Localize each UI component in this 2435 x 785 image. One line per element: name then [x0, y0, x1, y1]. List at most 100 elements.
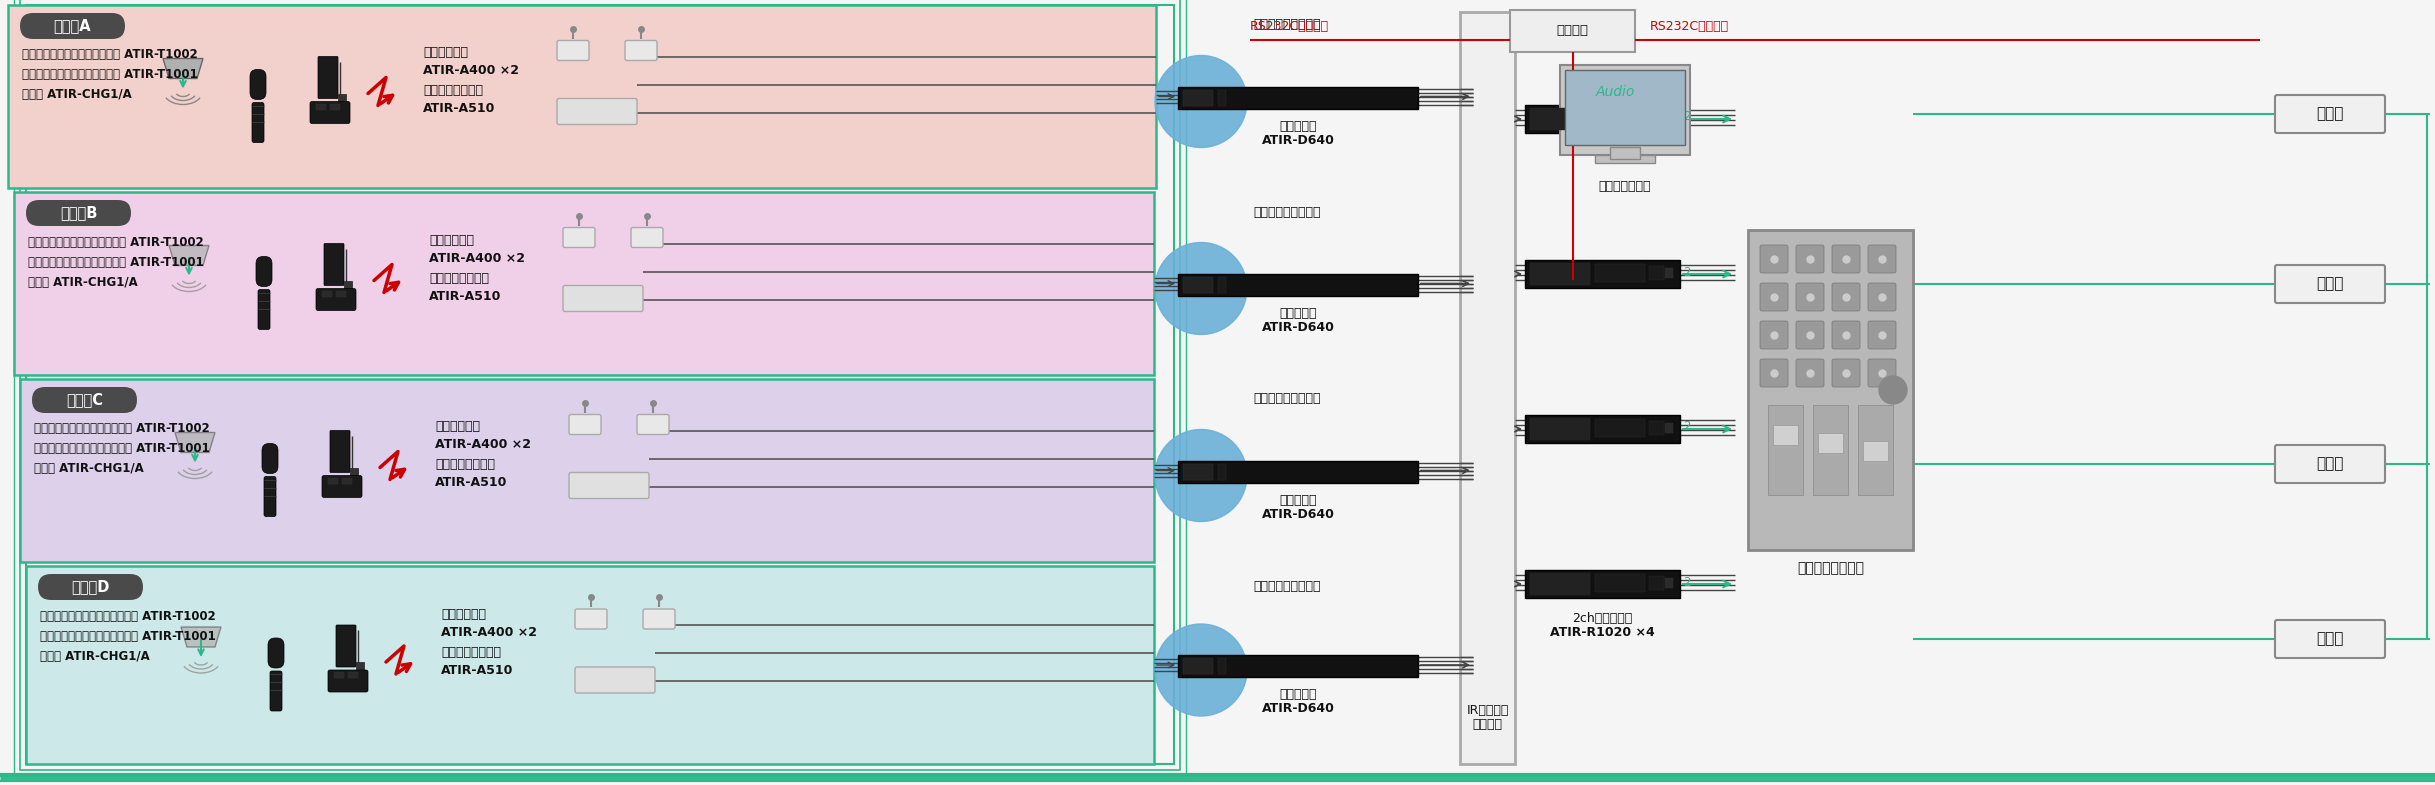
FancyBboxPatch shape: [1831, 283, 1860, 311]
Bar: [1218, 463, 1225, 480]
Bar: [1524, 260, 1680, 288]
Bar: [1218, 89, 1225, 105]
FancyBboxPatch shape: [1868, 245, 1897, 273]
Bar: [1648, 266, 1663, 280]
FancyBboxPatch shape: [558, 41, 589, 60]
Text: ATIR-A510: ATIR-A510: [436, 476, 506, 490]
FancyBboxPatch shape: [1761, 283, 1787, 311]
Text: 制御装置: 制御装置: [1556, 24, 1588, 38]
Bar: [1666, 423, 1673, 433]
Bar: [1666, 578, 1673, 588]
Bar: [1183, 89, 1213, 105]
Polygon shape: [175, 433, 214, 452]
FancyBboxPatch shape: [258, 290, 270, 330]
Text: RS232C制御など: RS232C制御など: [1249, 20, 1330, 34]
Text: ATIR-D640: ATIR-D640: [1261, 508, 1334, 521]
Bar: [317, 104, 326, 109]
Text: 充電器 ATIR-CHG1/A: 充電器 ATIR-CHG1/A: [27, 276, 139, 289]
Bar: [1524, 105, 1680, 133]
Bar: [1524, 570, 1680, 598]
FancyBboxPatch shape: [1797, 321, 1824, 349]
Text: ユニット: ユニット: [1473, 717, 1502, 731]
Text: 受光ユニット: 受光ユニット: [429, 233, 475, 246]
Text: ボディパックトランスミッター ATIR-T1001: ボディパックトランスミッター ATIR-T1001: [27, 255, 205, 268]
Bar: [1183, 658, 1213, 674]
Text: 会議室C: 会議室C: [66, 392, 102, 407]
Text: ATIR-R1020 ×4: ATIR-R1020 ×4: [1549, 626, 1653, 638]
Circle shape: [1154, 624, 1247, 716]
Text: ハンドヘルドトランスミッター ATIR-T1002: ハンドヘルドトランスミッター ATIR-T1002: [27, 236, 205, 249]
Bar: [1179, 461, 1417, 483]
Text: ATIR-D640: ATIR-D640: [1261, 134, 1334, 147]
Bar: [1179, 86, 1417, 108]
Text: ATIR-A510: ATIR-A510: [429, 290, 502, 302]
Bar: [1529, 418, 1590, 440]
FancyBboxPatch shape: [39, 574, 144, 600]
Bar: [1566, 70, 1685, 145]
Text: 混合分配器: 混合分配器: [1278, 688, 1317, 702]
Text: 広域受光ユニット: 広域受光ユニット: [441, 645, 502, 659]
FancyBboxPatch shape: [1831, 321, 1860, 349]
Bar: [348, 672, 358, 678]
FancyBboxPatch shape: [263, 476, 275, 517]
Circle shape: [1154, 429, 1247, 521]
Bar: [1183, 276, 1213, 293]
Bar: [1595, 155, 1656, 163]
Bar: [336, 290, 346, 297]
FancyBboxPatch shape: [570, 414, 601, 435]
Bar: [334, 672, 343, 678]
FancyBboxPatch shape: [251, 103, 263, 143]
FancyBboxPatch shape: [1797, 245, 1824, 273]
Text: アンプ: アンプ: [2316, 631, 2342, 647]
Text: 2: 2: [1683, 265, 1690, 279]
Text: Audio: Audio: [1595, 85, 1634, 99]
Text: ボディパックトランスミッター ATIR-T1001: ボディパックトランスミッター ATIR-T1001: [22, 68, 197, 82]
Text: タッチパネル等: タッチパネル等: [1600, 181, 1651, 193]
Bar: [1218, 276, 1225, 293]
Bar: [1183, 463, 1213, 480]
Text: 2: 2: [1683, 421, 1690, 433]
Text: 混合分配器: 混合分配器: [1278, 120, 1317, 133]
Text: ケーブル長自動補正: ケーブル長自動補正: [1254, 579, 1320, 593]
Text: 会議室B: 会議室B: [61, 206, 97, 221]
Bar: [1595, 109, 1646, 127]
FancyBboxPatch shape: [2274, 620, 2384, 658]
Bar: [1179, 273, 1417, 295]
Bar: [1529, 573, 1590, 595]
FancyBboxPatch shape: [575, 667, 655, 693]
FancyBboxPatch shape: [1868, 359, 1897, 387]
FancyBboxPatch shape: [1797, 359, 1824, 387]
Bar: [321, 290, 331, 297]
Polygon shape: [180, 627, 222, 647]
Bar: [1748, 230, 1914, 550]
FancyBboxPatch shape: [317, 289, 356, 311]
Bar: [1595, 419, 1646, 437]
Bar: [1510, 10, 1634, 52]
FancyBboxPatch shape: [643, 609, 674, 629]
Bar: [1648, 576, 1663, 590]
Text: ハンドヘルドトランスミッター ATIR-T1002: ハンドヘルドトランスミッター ATIR-T1002: [39, 609, 217, 623]
FancyBboxPatch shape: [1831, 359, 1860, 387]
Bar: [15, 0, 1186, 776]
FancyBboxPatch shape: [1797, 283, 1824, 311]
Circle shape: [1154, 243, 1247, 334]
FancyBboxPatch shape: [1761, 359, 1787, 387]
Bar: [351, 468, 358, 481]
Text: ATIR-A400 ×2: ATIR-A400 ×2: [424, 64, 519, 78]
Bar: [27, 566, 1154, 764]
Bar: [331, 104, 341, 109]
FancyBboxPatch shape: [336, 625, 356, 667]
FancyBboxPatch shape: [626, 41, 657, 60]
Bar: [1529, 263, 1590, 285]
FancyBboxPatch shape: [1761, 321, 1787, 349]
FancyBboxPatch shape: [270, 671, 282, 711]
Bar: [19, 379, 1154, 562]
FancyBboxPatch shape: [32, 387, 136, 413]
FancyBboxPatch shape: [2274, 265, 2384, 303]
FancyBboxPatch shape: [1868, 283, 1897, 311]
Text: ケーブル長自動補正: ケーブル長自動補正: [1254, 392, 1320, 406]
Text: 2: 2: [1683, 111, 1690, 123]
Text: ATIR-D640: ATIR-D640: [1261, 703, 1334, 715]
Bar: [7, 5, 1157, 188]
FancyBboxPatch shape: [19, 13, 124, 39]
